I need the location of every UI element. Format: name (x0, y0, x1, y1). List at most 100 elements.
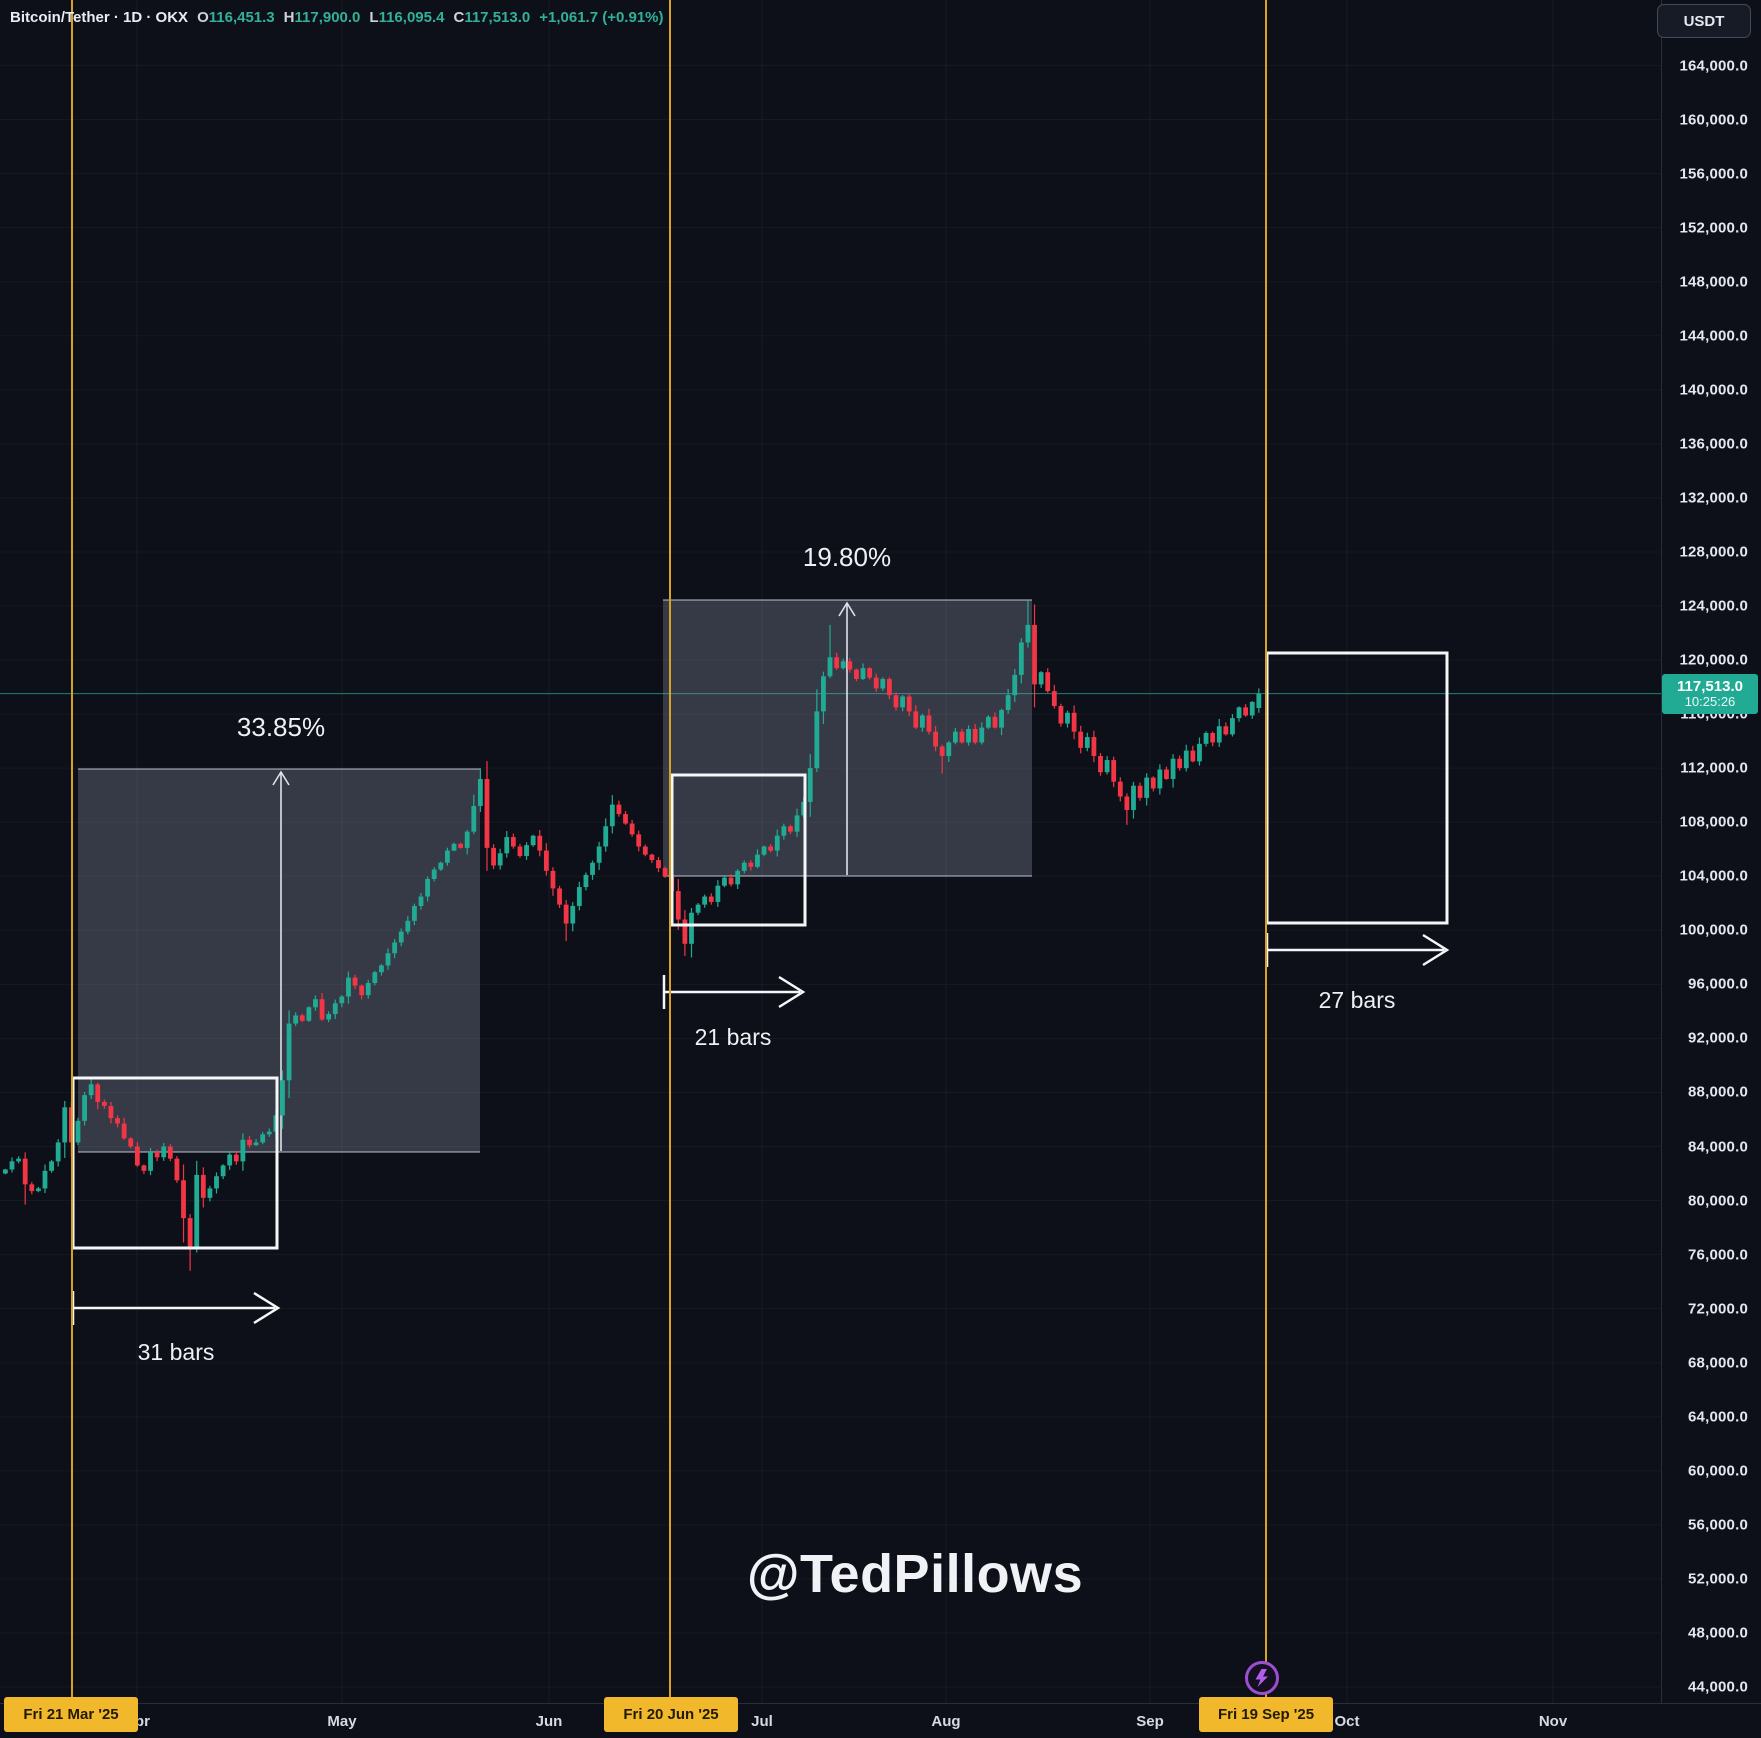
candle (893, 695, 899, 708)
candle (1111, 760, 1117, 782)
white-box (670, 773, 807, 927)
candle (999, 710, 1004, 728)
time-axis-month: Sep (1136, 1713, 1164, 1730)
candle (517, 846, 523, 856)
candle (695, 904, 701, 913)
candle (992, 716, 998, 728)
chart-pane[interactable]: 33.85% 19.80% 31 bars 21 bars 27 bars (0, 0, 1661, 1703)
symbol-title[interactable]: Bitcoin/Tether · 1D · OKX (10, 9, 189, 26)
price-axis-tick: 48,000.0 (1688, 1624, 1748, 1642)
gridlines (136, 0, 1554, 1703)
price-axis-tick: 56,000.0 (1688, 1516, 1748, 1534)
candle (431, 869, 437, 879)
open-letter: O (197, 9, 209, 26)
price-axis[interactable]: 164,000.0 160,000.0 156,000.0 152,000.0 148,… (1661, 0, 1761, 1703)
date-line-badge[interactable]: Fri 21 Mar '25 (4, 1697, 138, 1732)
candle (530, 835, 536, 846)
candle (82, 1095, 87, 1121)
candle (1210, 733, 1216, 743)
candle (550, 870, 556, 889)
candle (860, 668, 866, 679)
candle (867, 668, 873, 678)
candle (379, 965, 384, 973)
candle (425, 878, 431, 897)
candle (979, 727, 985, 743)
candle (807, 768, 813, 802)
candle (214, 1176, 219, 1189)
candle (398, 931, 404, 943)
candle (873, 677, 879, 689)
price-axis-tick: 104,000.0 (1679, 867, 1748, 885)
candle (1164, 769, 1169, 779)
candle (708, 896, 714, 902)
candle (1005, 695, 1011, 711)
candle (748, 862, 754, 867)
price-axis-tick: 152,000.0 (1679, 219, 1748, 237)
price-axis-tick: 88,000.0 (1688, 1083, 1748, 1101)
candle (128, 1138, 134, 1147)
date-line-badge[interactable]: Fri 20 Jun '25 (604, 1697, 738, 1732)
candle (1104, 760, 1110, 773)
candle (1223, 726, 1229, 735)
candle (1018, 642, 1024, 675)
candle (524, 845, 529, 856)
price-range-measurements[interactable]: 33.85% 19.80% (78, 542, 1032, 1153)
candle (306, 1007, 312, 1021)
candle (1183, 750, 1189, 769)
candle (629, 823, 635, 835)
date-line-badge[interactable]: Fri 19 Sep '25 (1199, 1697, 1333, 1732)
candle (9, 1161, 15, 1170)
time-axis-month: Nov (1538, 1713, 1568, 1730)
candle (438, 862, 444, 870)
candle (1071, 712, 1077, 732)
candle (728, 877, 734, 885)
candle (1025, 624, 1031, 643)
candle (200, 1174, 206, 1198)
price-axis-tick: 156,000.0 (1679, 165, 1748, 183)
price-axis-tick: 136,000.0 (1679, 435, 1748, 453)
candle (385, 953, 391, 966)
price-axis-tick: 92,000.0 (1688, 1029, 1748, 1047)
candle (3, 1169, 8, 1174)
watermark: @TedPillows (746, 1544, 1084, 1604)
time-axis-month: Aug (931, 1713, 961, 1730)
candle (623, 814, 628, 824)
price-axis-tick: 80,000.0 (1688, 1192, 1748, 1210)
candle (220, 1165, 226, 1177)
candle (392, 942, 398, 954)
candle (1078, 731, 1084, 748)
candle (1012, 674, 1018, 696)
candle (741, 862, 747, 871)
time-axis[interactable]: AprMayJunJulAugSepOctNov (0, 1703, 1761, 1738)
candle (834, 657, 840, 669)
currency-unit-button[interactable]: USDT (1657, 4, 1751, 38)
vertical-date-lines[interactable] (71, 0, 1267, 1703)
candle (293, 1015, 299, 1024)
candle (319, 999, 325, 1020)
candle (847, 661, 853, 670)
candle (88, 1084, 94, 1096)
lightning-icon[interactable] (1245, 1661, 1279, 1695)
candle (372, 972, 378, 983)
candle (1150, 777, 1156, 789)
candle (1256, 693, 1262, 709)
bar-count-arrows[interactable]: 31 bars 21 bars 27 bars (71, 933, 1450, 1365)
candle (1137, 785, 1143, 798)
candle (933, 731, 938, 747)
candle (913, 711, 919, 728)
candle (583, 874, 589, 888)
symbol-legend: Bitcoin/Tether · 1D · OKX O116,451.3 H117,… (10, 9, 664, 26)
candle (596, 846, 602, 863)
price-axis-tick: 164,000.0 (1679, 57, 1748, 74)
price-axis-tick: 72,000.0 (1688, 1300, 1748, 1318)
candle (121, 1123, 127, 1139)
candle (1032, 624, 1037, 685)
candle (570, 905, 576, 924)
bar-countdown: 10:25:26 (1684, 693, 1736, 709)
price-axis-tick: 76,000.0 (1688, 1246, 1748, 1264)
candle (1091, 737, 1097, 756)
price-axis-tick: 148,000.0 (1679, 273, 1748, 291)
price-axis-tick: 132,000.0 (1679, 489, 1748, 507)
candle (1197, 743, 1202, 762)
candle (689, 912, 694, 944)
